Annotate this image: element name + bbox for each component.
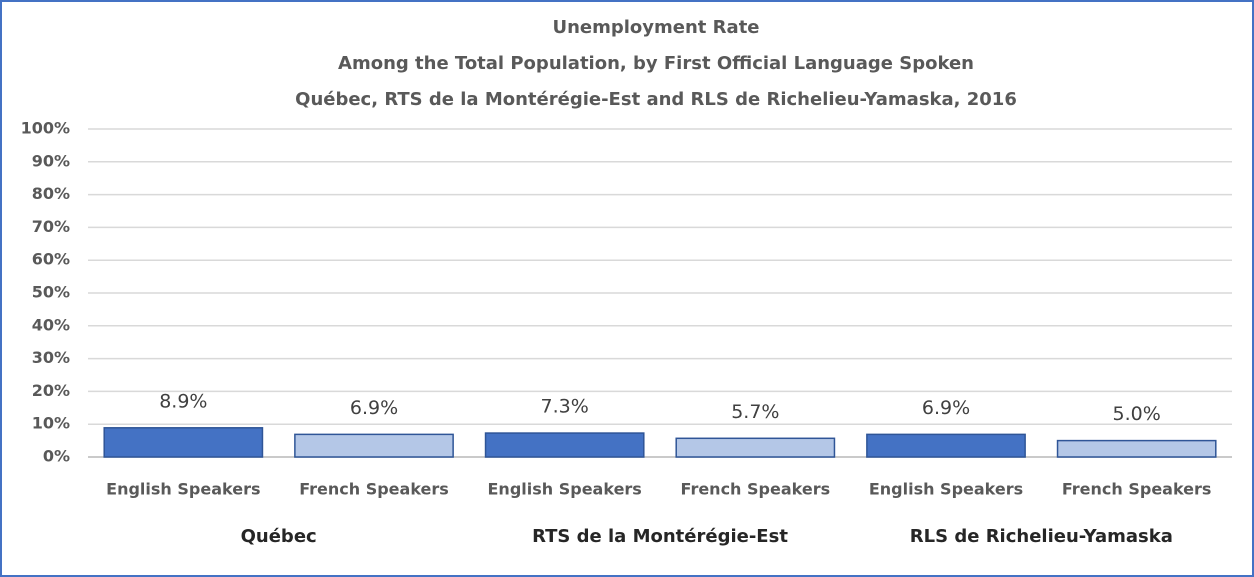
- y-tick-label: 30%: [32, 348, 70, 367]
- chart-subtitle: Québec, RTS de la Montérégie-Est and RLS…: [295, 89, 1017, 110]
- x-tick-label: French Speakers: [1062, 480, 1212, 499]
- value-label: 5.0%: [1113, 403, 1161, 425]
- y-tick-label: 80%: [32, 184, 70, 203]
- group-label: RTS de la Montérégie-Est: [532, 526, 788, 547]
- value-label: 6.9%: [350, 397, 398, 419]
- y-tick-label: 20%: [32, 381, 70, 400]
- group-label: Québec: [241, 526, 317, 547]
- group-label: RLS de Richelieu-Yamaska: [910, 526, 1173, 547]
- y-tick-label: 100%: [21, 119, 70, 138]
- y-tick-label: 70%: [32, 217, 70, 236]
- y-tick-label: 40%: [32, 315, 70, 334]
- bar: [866, 433, 1026, 458]
- chart-title: Unemployment Rate: [552, 17, 759, 38]
- value-label: 5.7%: [731, 401, 779, 423]
- x-tick-label: French Speakers: [299, 480, 449, 499]
- bar: [1056, 439, 1217, 458]
- x-tick-label: English Speakers: [488, 480, 642, 499]
- y-tick-label: 50%: [32, 283, 70, 302]
- x-tick-label: English Speakers: [869, 480, 1023, 499]
- bar: [484, 432, 645, 458]
- bar: [103, 427, 264, 458]
- y-tick-label: 0%: [43, 447, 70, 466]
- y-tick-label: 60%: [32, 250, 70, 269]
- x-tick-label: English Speakers: [106, 480, 260, 499]
- y-tick-label: 90%: [32, 151, 70, 170]
- value-label: 6.9%: [922, 397, 970, 419]
- chart-subtitle: Among the Total Population, by First Off…: [338, 53, 974, 74]
- bar: [675, 437, 836, 458]
- bar: [294, 433, 454, 458]
- x-tick-label: French Speakers: [681, 480, 831, 499]
- value-label: 8.9%: [159, 390, 207, 412]
- value-label: 7.3%: [541, 396, 589, 418]
- y-tick-label: 10%: [32, 414, 70, 433]
